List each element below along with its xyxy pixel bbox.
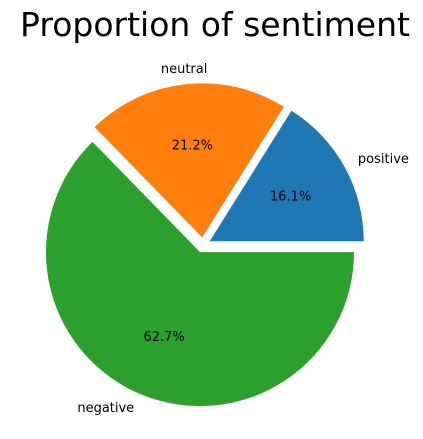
slice-percent-positive: 16.1% <box>270 190 311 205</box>
pie-slice-negative <box>46 141 355 407</box>
slice-label-positive: positive <box>358 152 409 167</box>
slice-label-negative: negative <box>77 401 134 416</box>
labels-layer: positive 16.1% neutral 21.2% negative 62.7% <box>77 62 409 416</box>
slice-percent-neutral: 21.2% <box>172 138 213 153</box>
pie-slice-positive <box>209 110 364 242</box>
slice-label-neutral: neutral <box>161 62 208 77</box>
chart-title: Proportion of sentiment <box>20 5 410 44</box>
pie-slice-neutral <box>94 83 284 238</box>
slice-percent-negative: 62.7% <box>143 330 184 345</box>
slices-layer <box>46 83 364 407</box>
